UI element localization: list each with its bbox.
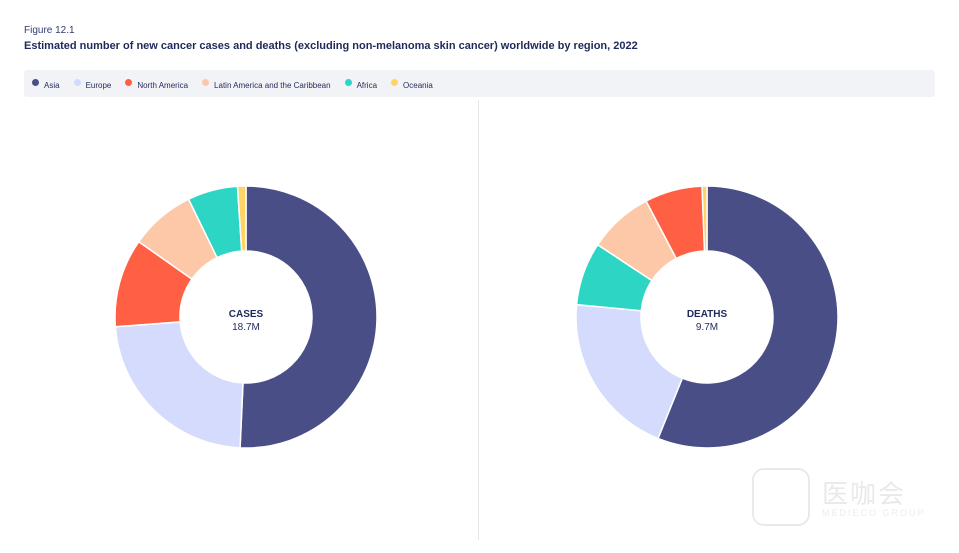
deaths-center-value: 9.7M: [696, 322, 718, 333]
north-america-color-dot: [125, 79, 133, 86]
deaths-slice-europe[interactable]: [575, 303, 684, 440]
legend-item-oceania[interactable]: Oceania: [391, 79, 433, 90]
cases-slice-europe[interactable]: [114, 321, 244, 449]
panel-divider: [478, 100, 479, 540]
watermark-icon: [752, 468, 810, 526]
legend-item-africa[interactable]: Africa: [344, 79, 378, 90]
deaths-donut: [575, 185, 839, 449]
watermark-text: 医咖会: [822, 480, 907, 510]
legend-label: Europe: [85, 81, 112, 90]
deaths-slice-asia[interactable]: [657, 185, 839, 449]
legend-label: North America: [137, 81, 189, 90]
chart-title: Estimated number of new cancer cases and…: [24, 40, 638, 52]
legend-item-north-america[interactable]: North America: [125, 79, 189, 90]
legend-label: Africa: [356, 81, 378, 90]
figure-label: Figure 12.1: [24, 25, 75, 36]
legend-label: Latin America and the Caribbean: [214, 81, 331, 90]
cases-center-value: 18.7M: [232, 322, 260, 333]
cases-donut: [114, 185, 378, 449]
deaths-center-title: DEATHS: [687, 309, 728, 320]
legend-label: Oceania: [403, 81, 433, 90]
africa-color-dot: [344, 79, 352, 86]
oceania-color-dot: [391, 79, 399, 86]
latin-america-color-dot: [202, 79, 210, 86]
asia-color-dot: [32, 79, 39, 86]
legend: Asia Europe North America Latin America …: [24, 70, 935, 97]
europe-color-dot: [73, 79, 81, 86]
watermark-logo: 医咖会 MEDIECO GROUP: [752, 468, 932, 530]
cases-slice-asia[interactable]: [239, 185, 378, 449]
cases-center-title: CASES: [229, 309, 264, 320]
legend-item-europe[interactable]: Europe: [73, 79, 112, 90]
legend-item-asia[interactable]: Asia: [32, 79, 60, 90]
legend-item-latin-america[interactable]: Latin America and the Caribbean: [202, 79, 331, 90]
legend-label: Asia: [44, 81, 60, 90]
cases-slice-oceania[interactable]: [236, 185, 247, 252]
watermark-subtext: MEDIECO GROUP: [822, 508, 926, 518]
deaths-slice-oceania[interactable]: [701, 185, 708, 252]
